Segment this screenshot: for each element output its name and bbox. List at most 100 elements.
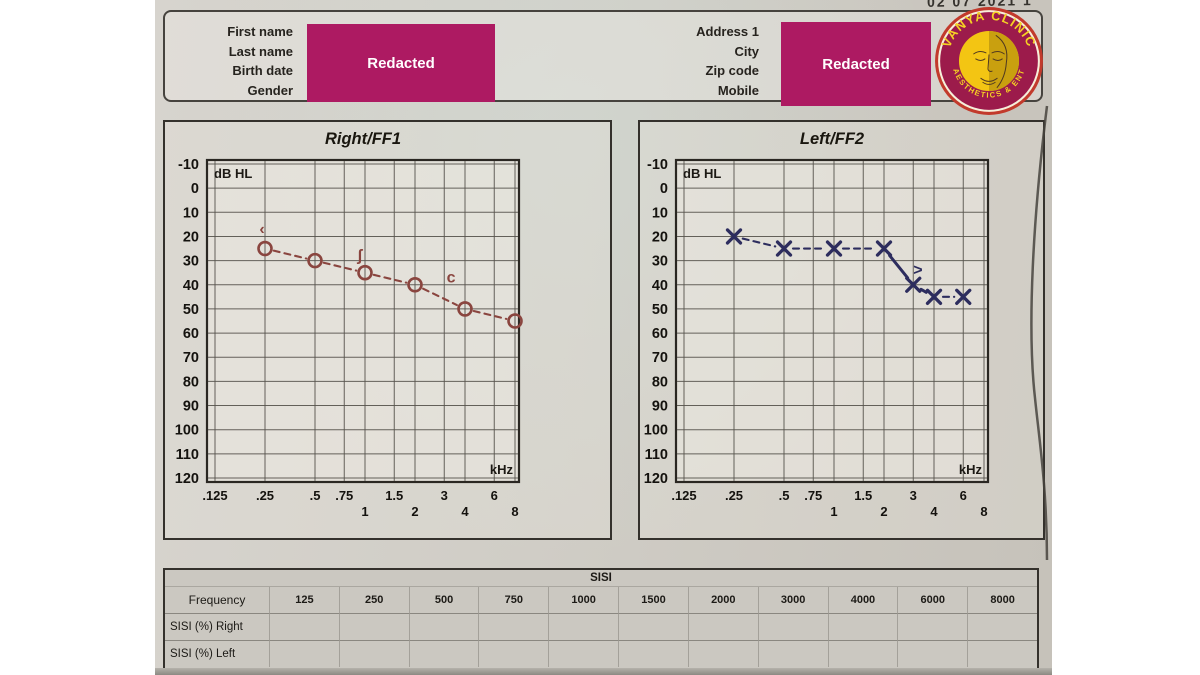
y-axis-tick-label: 100 bbox=[644, 423, 668, 439]
series-segment bbox=[888, 254, 910, 280]
left-ear-audiogram-panel: Left/FF2 -10 0 10 20 30 40 50 60 70 80 90 100 110 120 d… bbox=[638, 120, 1045, 540]
sisi-value-cell bbox=[548, 613, 619, 640]
y-axis-tick-label: 60 bbox=[652, 326, 668, 342]
chart-title: Right/FF1 bbox=[325, 130, 401, 148]
x-axis-tick-label: .125 bbox=[671, 488, 696, 503]
y-axis-tick-label: 100 bbox=[175, 423, 199, 439]
redacted-label: Redacted bbox=[822, 55, 890, 73]
y-axis-tick-label: 120 bbox=[175, 471, 199, 487]
y-axis-tick-label: 110 bbox=[176, 447, 199, 463]
x-axis-tick-label: 1 bbox=[361, 504, 368, 519]
plot-area bbox=[674, 158, 990, 484]
sisi-value-cell bbox=[618, 613, 688, 640]
sisi-frequency-column-header: 4000 bbox=[827, 587, 898, 613]
clinic-logo: VANYA CLINIC AESTHETICS & ENT bbox=[933, 5, 1045, 117]
sisi-value-cell bbox=[338, 640, 409, 667]
right-ear-audiogram-chart: Right/FF1 -10 0 10 20 30 40 50 60 70 80 90 100 110 120… bbox=[175, 130, 523, 519]
sisi-table: SISI Frequency 125 250 500 750 1000 1500 2000 30… bbox=[163, 568, 1039, 670]
sisi-value-cell bbox=[967, 613, 1037, 640]
clinic-logo-graphic: VANYA CLINIC AESTHETICS & ENT bbox=[935, 7, 1043, 115]
scanned-audiogram-report: 02 07 2021 1 First name Last name Birth da… bbox=[155, 0, 1052, 675]
sisi-row-label: SISI (%) Right bbox=[165, 613, 269, 640]
sisi-value-cell bbox=[757, 640, 828, 667]
x-axis-tick-label: 3 bbox=[910, 488, 917, 503]
page-fold-line bbox=[1030, 105, 1049, 561]
redacted-address-box: Redacted bbox=[781, 22, 931, 106]
sisi-frequency-header: Frequency bbox=[188, 593, 246, 607]
sisi-frequency-column-header: 3000 bbox=[757, 587, 828, 613]
right-ear-audiogram-panel: Right/FF1 -10 0 10 20 30 40 50 60 70 80 90 100 110 120… bbox=[163, 120, 612, 540]
sisi-value-cell bbox=[897, 640, 968, 667]
air-conduction-marker-x bbox=[725, 228, 743, 245]
series-segment bbox=[322, 261, 358, 272]
y-axis-tick-label: 40 bbox=[652, 278, 668, 294]
left-ear-audiogram-chart: Left/FF2 -10 0 10 20 30 40 50 60 70 80 90 100 110 120 d… bbox=[644, 130, 990, 519]
sisi-value-cell bbox=[897, 613, 968, 640]
air-conduction-marker-circle bbox=[507, 313, 523, 329]
sisi-table-title: SISI bbox=[165, 570, 1037, 587]
handwritten-mark: c bbox=[447, 269, 456, 286]
air-conduction-marker-x bbox=[925, 288, 943, 305]
y-axis-tick-label: 0 bbox=[660, 181, 668, 197]
y-axis-tick-label: 30 bbox=[183, 254, 199, 270]
sisi-value-cell bbox=[269, 613, 339, 640]
sisi-frequency-column-header: 2000 bbox=[687, 587, 758, 613]
patient-identity-field-labels: First name Last name Birth date Gender bbox=[187, 22, 293, 100]
sisi-value-cell bbox=[269, 640, 339, 667]
sisi-frequency-column-header: 1000 bbox=[548, 587, 618, 613]
sisi-value-cell bbox=[338, 613, 409, 640]
x-axis-tick-label: 4 bbox=[461, 504, 469, 519]
x-axis-tick-label: 1.5 bbox=[385, 488, 403, 503]
x-axis-tick-label: 4 bbox=[930, 504, 938, 519]
y-axis-tick-label: 50 bbox=[652, 302, 668, 318]
y-axis-tick-label: 120 bbox=[644, 471, 668, 487]
sisi-value-cell bbox=[618, 640, 688, 667]
x-axis-tick-label: 6 bbox=[491, 488, 498, 503]
x-axis-tick-label: 3 bbox=[441, 488, 448, 503]
y-axis-tick-label: 10 bbox=[652, 205, 668, 221]
y-axis-tick-label: 50 bbox=[183, 302, 199, 318]
x-axis-tick-label: .75 bbox=[804, 488, 822, 503]
khz-label: kHz bbox=[959, 462, 983, 477]
y-axis-tick-label: 80 bbox=[652, 374, 668, 390]
field-label: City bbox=[734, 43, 759, 59]
logo-face-illustration bbox=[973, 35, 1008, 88]
air-conduction-marker-x bbox=[955, 288, 972, 305]
db-hl-label: dB HL bbox=[214, 166, 252, 181]
series-segment bbox=[422, 287, 458, 307]
redacted-label: Redacted bbox=[367, 54, 435, 72]
scan-bottom-shadow bbox=[155, 668, 1052, 675]
khz-label: kHz bbox=[490, 462, 514, 477]
sisi-frequency-column-header: 6000 bbox=[897, 587, 967, 613]
x-axis-tick-label: .125 bbox=[202, 488, 227, 503]
sisi-value-cell bbox=[478, 640, 549, 667]
series-segment bbox=[741, 237, 777, 248]
y-axis-tick-label: 30 bbox=[652, 254, 668, 270]
x-axis-tick-label: 8 bbox=[980, 504, 987, 519]
sisi-frequency-column-header: 750 bbox=[478, 587, 548, 613]
y-axis-tick-label: 20 bbox=[652, 229, 668, 245]
sisi-table-grid: Frequency 125 250 500 750 1000 1500 2000 3000 400… bbox=[165, 587, 1037, 667]
sisi-value-cell bbox=[478, 613, 549, 640]
series-segment bbox=[372, 273, 408, 284]
sisi-value-cell bbox=[687, 613, 758, 640]
y-axis-tick-label: 60 bbox=[183, 326, 199, 342]
sisi-value-cell bbox=[757, 613, 828, 640]
sisi-frequency-column-header: 125 bbox=[269, 587, 339, 613]
x-axis-tick-label: .25 bbox=[725, 488, 743, 503]
sisi-value-cell bbox=[548, 640, 619, 667]
x-axis-tick-label: .25 bbox=[256, 488, 274, 503]
db-hl-label: dB HL bbox=[683, 166, 721, 181]
field-label: Address 1 bbox=[696, 24, 759, 39]
handwritten-mark: ‹ bbox=[259, 221, 264, 238]
air-conduction-marker-circle bbox=[307, 252, 323, 269]
sisi-frequency-column-header: 8000 bbox=[967, 587, 1037, 613]
sisi-row-label: SISI (%) Left bbox=[165, 640, 269, 667]
sisi-value-cell bbox=[408, 613, 479, 640]
y-axis-tick-label: 70 bbox=[183, 350, 199, 366]
x-axis-tick-label: 6 bbox=[960, 488, 967, 503]
y-axis-tick-label: 90 bbox=[652, 399, 668, 415]
field-label: Gender bbox=[247, 82, 293, 98]
series-segment bbox=[272, 249, 308, 260]
